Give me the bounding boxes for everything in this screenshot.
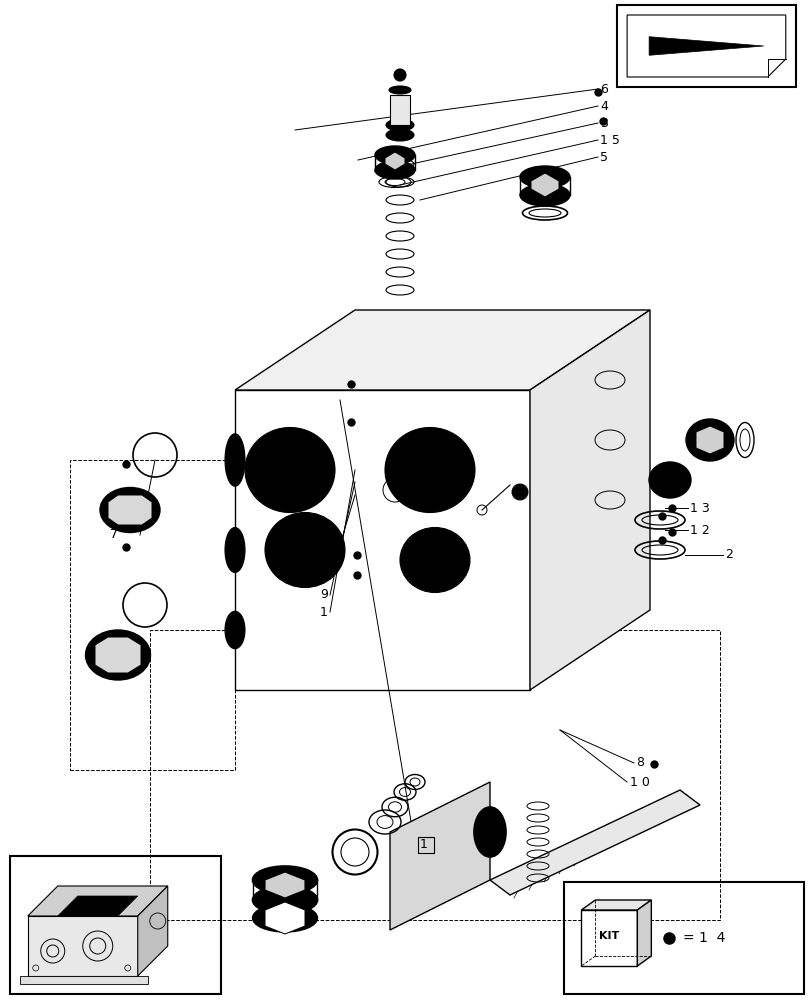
Ellipse shape: [264, 448, 315, 492]
Text: 8: 8: [635, 756, 643, 770]
Bar: [616, 5, 795, 87]
Ellipse shape: [474, 807, 505, 857]
Text: 1 2: 1 2: [689, 524, 709, 536]
Text: 1 3: 1 3: [689, 502, 709, 514]
Ellipse shape: [519, 166, 569, 188]
Polygon shape: [530, 173, 558, 197]
Circle shape: [393, 69, 406, 81]
Text: 1 0: 1 0: [629, 776, 649, 788]
Polygon shape: [234, 390, 530, 690]
Ellipse shape: [225, 611, 245, 649]
Text: 7: 7: [320, 572, 328, 584]
Ellipse shape: [685, 419, 733, 461]
Ellipse shape: [394, 438, 465, 502]
Text: 5: 5: [599, 151, 607, 164]
Text: = 1  4: = 1 4: [683, 931, 725, 945]
Ellipse shape: [225, 528, 245, 572]
Text: 1: 1: [320, 605, 328, 618]
Ellipse shape: [400, 528, 470, 592]
Polygon shape: [581, 900, 650, 910]
Text: 7: 7: [109, 528, 118, 542]
Bar: [10, 856, 221, 994]
Ellipse shape: [85, 630, 150, 680]
Ellipse shape: [264, 512, 345, 587]
Polygon shape: [28, 886, 168, 916]
Text: Ø: Ø: [391, 485, 398, 495]
Ellipse shape: [255, 438, 324, 502]
Polygon shape: [28, 916, 138, 976]
Ellipse shape: [245, 428, 335, 512]
Polygon shape: [489, 790, 699, 895]
Bar: [564, 882, 803, 994]
Ellipse shape: [285, 531, 324, 569]
Polygon shape: [264, 902, 305, 934]
Polygon shape: [626, 15, 785, 77]
Ellipse shape: [252, 886, 317, 914]
Polygon shape: [138, 886, 168, 976]
Text: 3: 3: [599, 117, 607, 130]
Ellipse shape: [375, 161, 414, 179]
Text: 6: 6: [599, 83, 607, 96]
Bar: [389, 95, 410, 125]
Ellipse shape: [225, 434, 245, 486]
Ellipse shape: [94, 638, 142, 672]
Ellipse shape: [405, 448, 454, 492]
Ellipse shape: [692, 426, 726, 454]
Polygon shape: [234, 310, 649, 390]
Polygon shape: [95, 637, 141, 673]
Ellipse shape: [252, 866, 317, 894]
Circle shape: [512, 484, 527, 500]
Text: 1 5: 1 5: [599, 134, 619, 147]
Ellipse shape: [648, 462, 690, 498]
Text: 2: 2: [724, 548, 732, 562]
Polygon shape: [108, 495, 152, 525]
Ellipse shape: [384, 428, 474, 512]
Polygon shape: [19, 976, 148, 984]
Ellipse shape: [252, 904, 317, 932]
Text: 4: 4: [599, 100, 607, 113]
Ellipse shape: [375, 146, 414, 164]
Ellipse shape: [654, 468, 684, 492]
Ellipse shape: [519, 184, 569, 206]
Ellipse shape: [275, 522, 335, 578]
Bar: [418, 837, 433, 853]
Text: 9: 9: [320, 588, 328, 601]
Ellipse shape: [388, 86, 410, 94]
Polygon shape: [581, 910, 637, 966]
Polygon shape: [530, 310, 649, 690]
Ellipse shape: [385, 129, 414, 141]
Polygon shape: [58, 896, 138, 916]
Ellipse shape: [385, 119, 414, 131]
Polygon shape: [648, 37, 763, 55]
Ellipse shape: [480, 816, 499, 848]
Polygon shape: [637, 900, 650, 966]
Text: 1: 1: [419, 838, 427, 851]
Text: KIT: KIT: [599, 931, 619, 941]
Polygon shape: [264, 872, 305, 898]
Polygon shape: [695, 426, 723, 454]
Ellipse shape: [100, 488, 160, 532]
Polygon shape: [389, 782, 489, 930]
Ellipse shape: [410, 538, 460, 582]
Polygon shape: [384, 152, 405, 170]
Ellipse shape: [107, 494, 152, 526]
